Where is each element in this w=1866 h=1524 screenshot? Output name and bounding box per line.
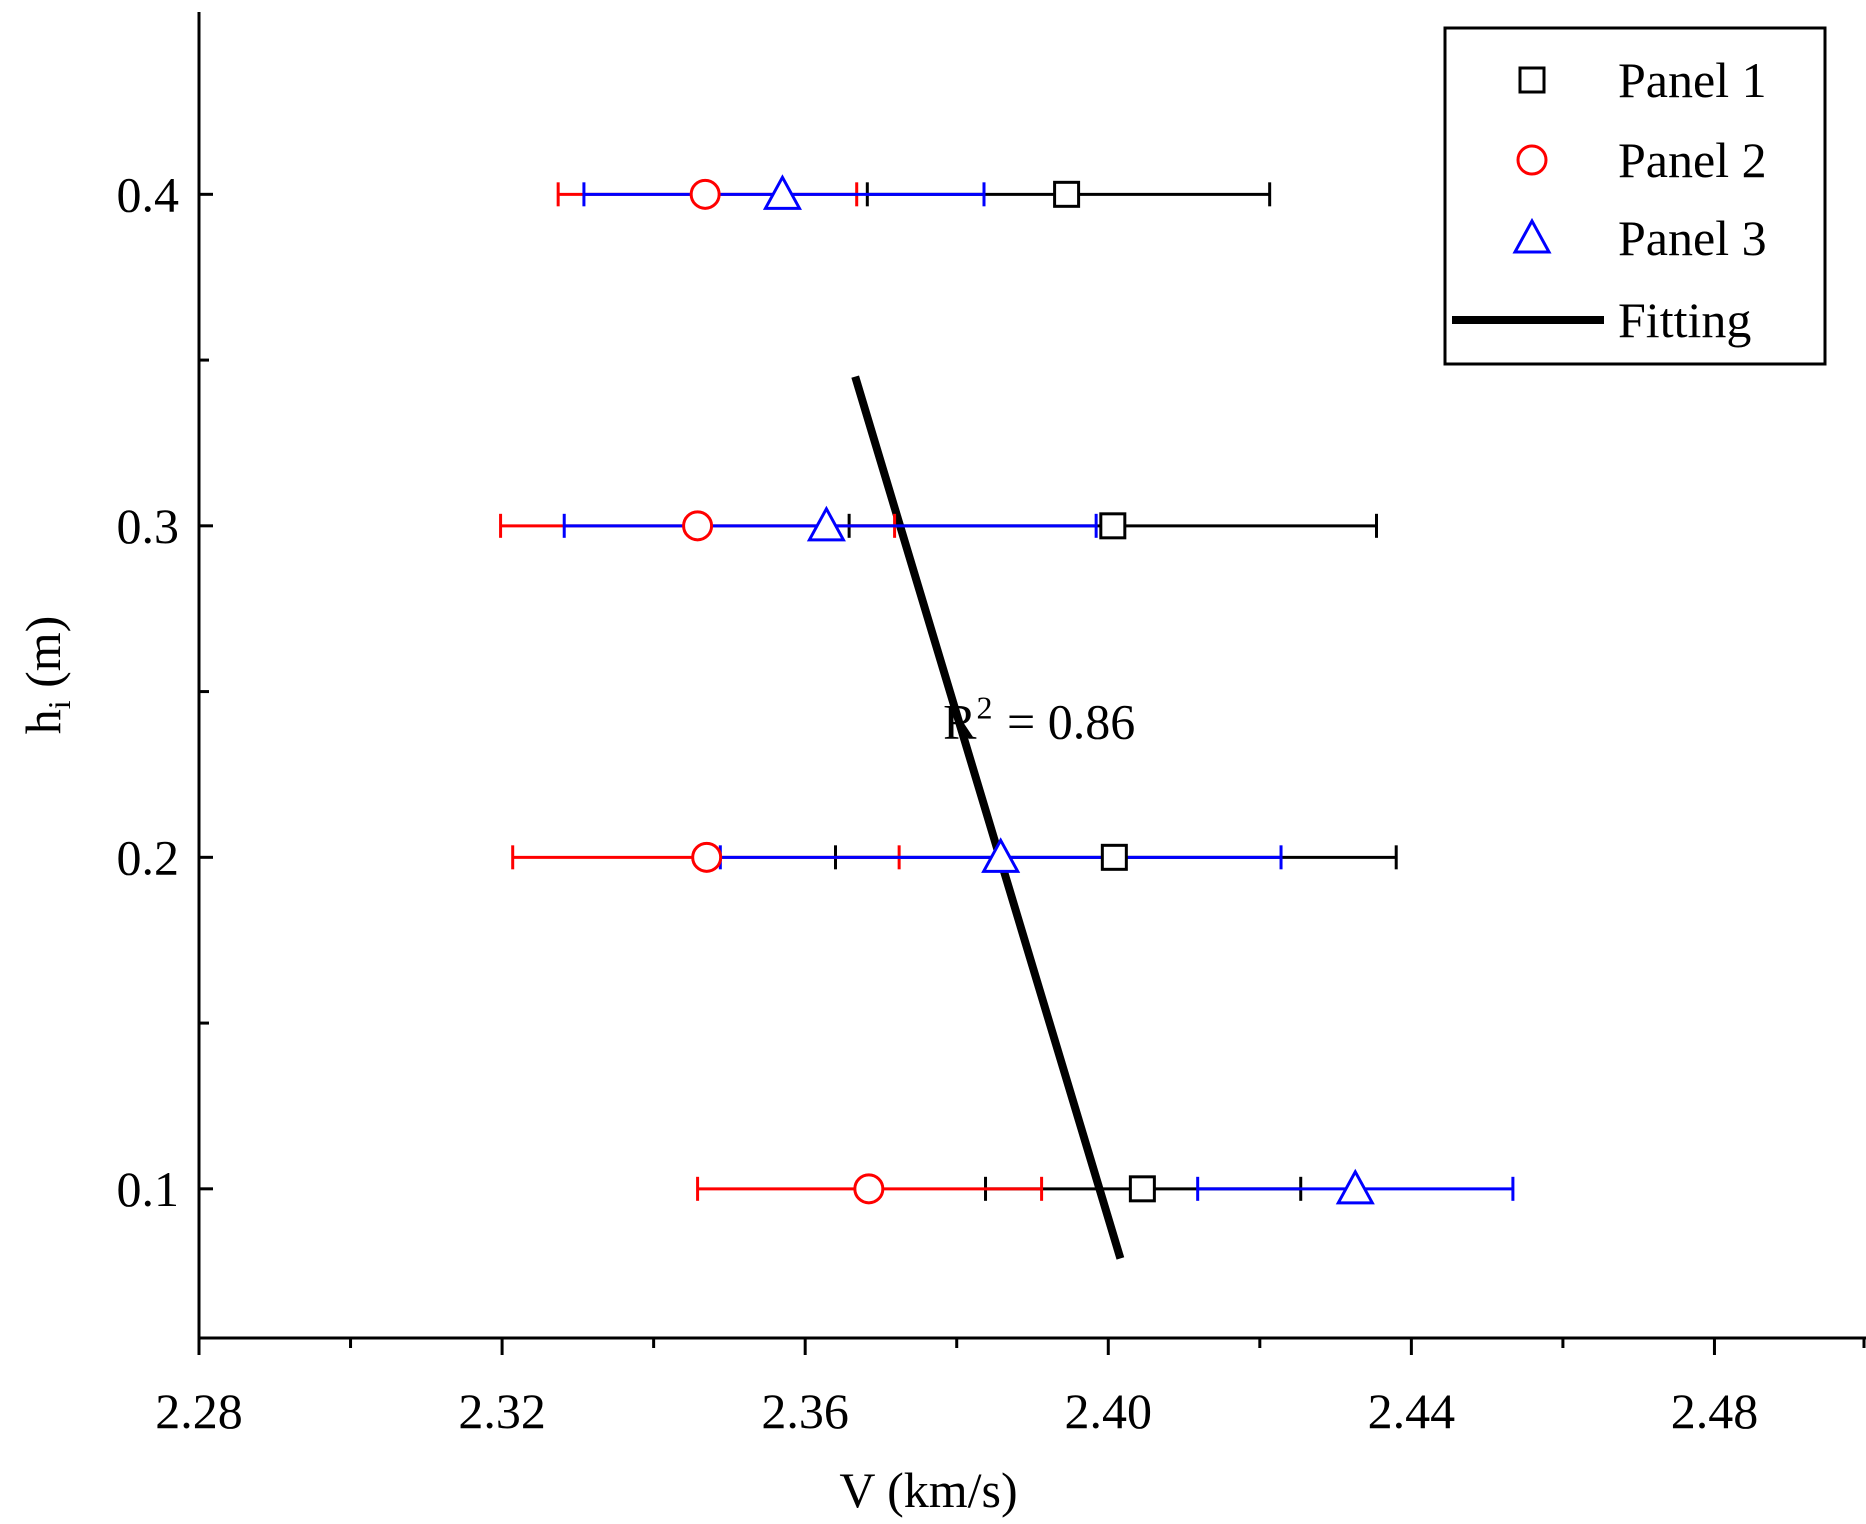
square-marker	[1053, 180, 1081, 208]
legend: Panel 1 Panel 2 Panel 3 Fitting	[1443, 26, 1827, 366]
triangle-marker	[981, 837, 1021, 873]
series-panel-3-markers	[762, 174, 1375, 1205]
plot-series	[499, 174, 1515, 1205]
x-tick-label: 2.48	[1671, 1383, 1759, 1439]
r-squared-annotation: R2 = 0.86	[943, 689, 1135, 749]
legend-box	[1443, 26, 1827, 366]
x-tick-label: 2.28	[155, 1383, 243, 1439]
legend-label: Panel 3	[1618, 210, 1767, 266]
series-panel-3-errorbars	[562, 182, 1515, 1201]
legend-label: Panel 1	[1618, 52, 1767, 108]
series-panel-1-errorbars	[833, 182, 1398, 1201]
circle-marker	[689, 178, 721, 210]
y-tick-label: 0.3	[117, 498, 180, 554]
fit-layer	[851, 375, 1125, 1260]
legend-square-icon	[1518, 66, 1546, 94]
x-tick-label: 2.32	[458, 1383, 546, 1439]
triangle-marker	[762, 174, 802, 210]
y-ticks: 0.1 0.2 0.3 0.4	[117, 166, 213, 1217]
series-panel-2-markers	[682, 178, 885, 1205]
y-axis-title-base: h	[15, 709, 71, 734]
y-axis-title-sub: i	[41, 700, 77, 709]
triangle-marker	[1335, 1168, 1375, 1205]
y-axis-title: hi (m)	[15, 616, 77, 735]
fitting-line	[851, 375, 1125, 1260]
y-axis-title-unit: (m)	[15, 616, 71, 701]
x-ticks: 2.28 2.32 2.36 2.40 2.44 2.48	[155, 1338, 1866, 1439]
x-axis-title: V (km/s)	[839, 1462, 1017, 1518]
legend-triangle-icon	[1512, 217, 1552, 254]
annotation-base: R	[943, 693, 977, 749]
square-marker	[1128, 1175, 1156, 1203]
square-marker	[1099, 512, 1127, 540]
circle-marker	[853, 1173, 885, 1205]
axes: 2.28 2.32 2.36 2.40 2.44 2.48 0.1 0.2 0.3 0.4 V …	[15, 12, 1866, 1518]
x-tick-label: 2.36	[761, 1383, 849, 1439]
square-marker	[1100, 843, 1128, 871]
x-tick-label: 2.44	[1368, 1383, 1456, 1439]
y-tick-label: 0.2	[117, 829, 180, 885]
legend-label: Fitting	[1618, 292, 1751, 348]
legend-circle-icon	[1516, 144, 1548, 176]
y-tick-label: 0.1	[117, 1161, 180, 1217]
triangle-marker	[806, 505, 846, 542]
x-tick-label: 2.40	[1065, 1383, 1153, 1439]
series-panel-2-errorbars	[499, 182, 1044, 1201]
legend-label: Panel 2	[1618, 132, 1767, 188]
annotation-superscript: 2	[977, 689, 993, 725]
circle-marker	[682, 510, 714, 542]
circle-marker	[691, 841, 723, 873]
y-tick-label: 0.4	[117, 166, 180, 222]
series-panel-1-markers	[1053, 180, 1156, 1203]
annotation-value: = 0.86	[995, 693, 1136, 749]
